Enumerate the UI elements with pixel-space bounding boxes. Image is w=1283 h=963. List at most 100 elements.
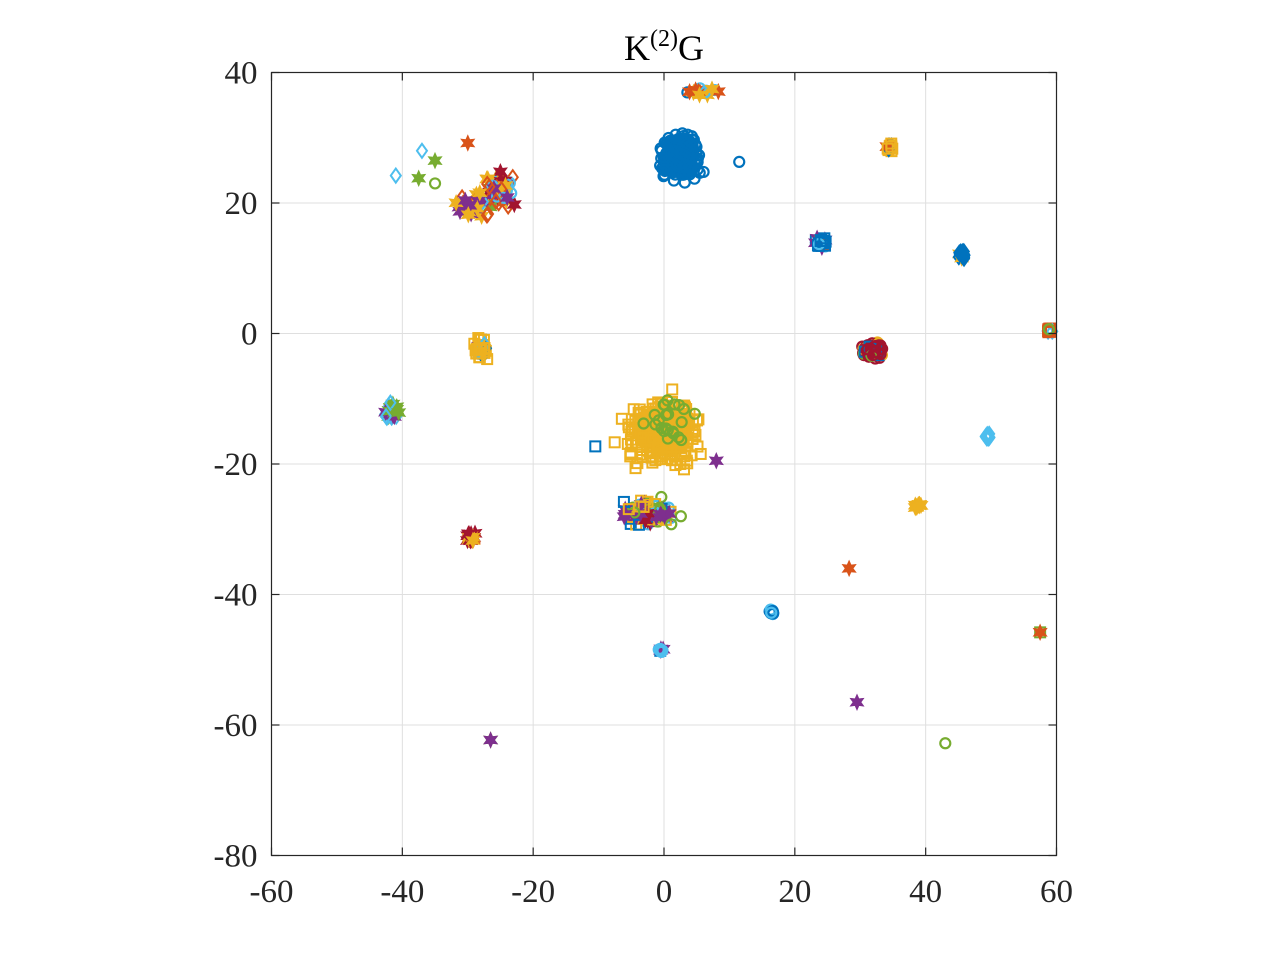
- data-point: [691, 86, 708, 104]
- data-point: [876, 342, 889, 355]
- y-tick-labels: -80 -60 -40 -20 0 20 40: [214, 56, 258, 875]
- data-point: [627, 403, 640, 416]
- data-point: [913, 496, 929, 515]
- data-point: [861, 343, 874, 356]
- title-main: K: [624, 28, 650, 68]
- data-point: [411, 169, 427, 187]
- data-point: [691, 163, 704, 176]
- data-point: [697, 165, 710, 179]
- data-point: [841, 559, 857, 578]
- data-point: [656, 644, 669, 657]
- data-point: [691, 440, 704, 453]
- data-point: [677, 402, 690, 416]
- data-point: [652, 505, 669, 523]
- data-point: [676, 168, 690, 181]
- data-point: [668, 450, 681, 463]
- data-point: [665, 447, 678, 460]
- data-point: [661, 432, 674, 445]
- data-point: [708, 451, 724, 470]
- data-point: [664, 163, 677, 177]
- data-point: [460, 205, 476, 224]
- data-point: [651, 442, 664, 455]
- data-point: [480, 206, 494, 225]
- data-point: [631, 457, 644, 470]
- data-point: [688, 407, 701, 420]
- data-point: [389, 166, 403, 185]
- data-point: [460, 134, 476, 152]
- data-point: [685, 161, 698, 174]
- data-point: [472, 184, 488, 202]
- data-point: [980, 429, 994, 447]
- data-point: [675, 148, 689, 161]
- data-point: [704, 80, 720, 98]
- data-point: [589, 440, 602, 453]
- data-point: [676, 152, 689, 165]
- x-tick-label: 0: [656, 874, 673, 910]
- data-point: [1032, 623, 1048, 642]
- data-point: [687, 133, 700, 146]
- data-point: [427, 151, 443, 170]
- data-point: [483, 731, 499, 749]
- data-point: [814, 234, 827, 247]
- data-point: [428, 177, 442, 190]
- data-point: [622, 503, 635, 516]
- data-point: [678, 176, 691, 189]
- x-tick-label: -60: [250, 874, 294, 910]
- data-point: [379, 407, 393, 426]
- data-point: [483, 177, 496, 196]
- data-point: [818, 232, 831, 245]
- data-point: [655, 422, 668, 435]
- y-tick-label: -40: [214, 578, 258, 614]
- data-point: [665, 518, 678, 531]
- title-tail: G: [678, 28, 704, 68]
- data-point: [633, 403, 646, 416]
- data-point: [953, 243, 966, 262]
- y-tick-label: -80: [214, 839, 258, 875]
- tick-marks: [270, 71, 1058, 857]
- data-point: [675, 433, 688, 447]
- data-point: [956, 242, 970, 261]
- x-tick-labels: -60 -40 -20 0 20 40 60: [250, 874, 1074, 910]
- data-point: [675, 416, 688, 429]
- x-tick-label: 60: [1040, 874, 1073, 910]
- x-tick-label: -40: [380, 874, 424, 910]
- data-point: [637, 417, 650, 430]
- y-tick-label: 20: [225, 186, 258, 222]
- data-point: [939, 737, 952, 750]
- x-tick-label: 40: [909, 874, 942, 910]
- data-point: [646, 456, 659, 469]
- x-tick-label: -20: [511, 874, 555, 910]
- y-tick-label: 40: [225, 56, 258, 92]
- data-point: [391, 403, 407, 422]
- data-point: [658, 398, 671, 411]
- data-point: [384, 394, 397, 412]
- data-point: [489, 192, 503, 210]
- data-points: [378, 80, 1059, 750]
- data-point: [957, 248, 971, 267]
- data-point: [733, 155, 746, 168]
- data-point: [415, 142, 429, 160]
- data-point: [662, 145, 676, 158]
- data-point: [657, 163, 670, 176]
- data-point: [648, 408, 661, 421]
- data-point: [499, 188, 515, 207]
- data-point: [674, 510, 687, 523]
- data-point: [474, 347, 487, 360]
- data-point: [849, 693, 865, 711]
- data-point: [1042, 323, 1056, 336]
- data-point: [666, 383, 679, 396]
- data-point: [868, 340, 881, 353]
- x-tick-label: 20: [778, 874, 811, 910]
- data-point: [655, 490, 668, 504]
- y-tick-label: -20: [214, 447, 258, 483]
- data-point: [608, 436, 621, 449]
- data-point: [766, 604, 779, 618]
- data-point: [637, 500, 650, 513]
- data-point: [765, 606, 778, 619]
- title-superscript: (2): [650, 26, 678, 52]
- data-point: [457, 191, 473, 210]
- y-tick-label: -60: [214, 708, 258, 744]
- data-point: [465, 531, 481, 550]
- chart-title: K(2)G: [624, 26, 704, 68]
